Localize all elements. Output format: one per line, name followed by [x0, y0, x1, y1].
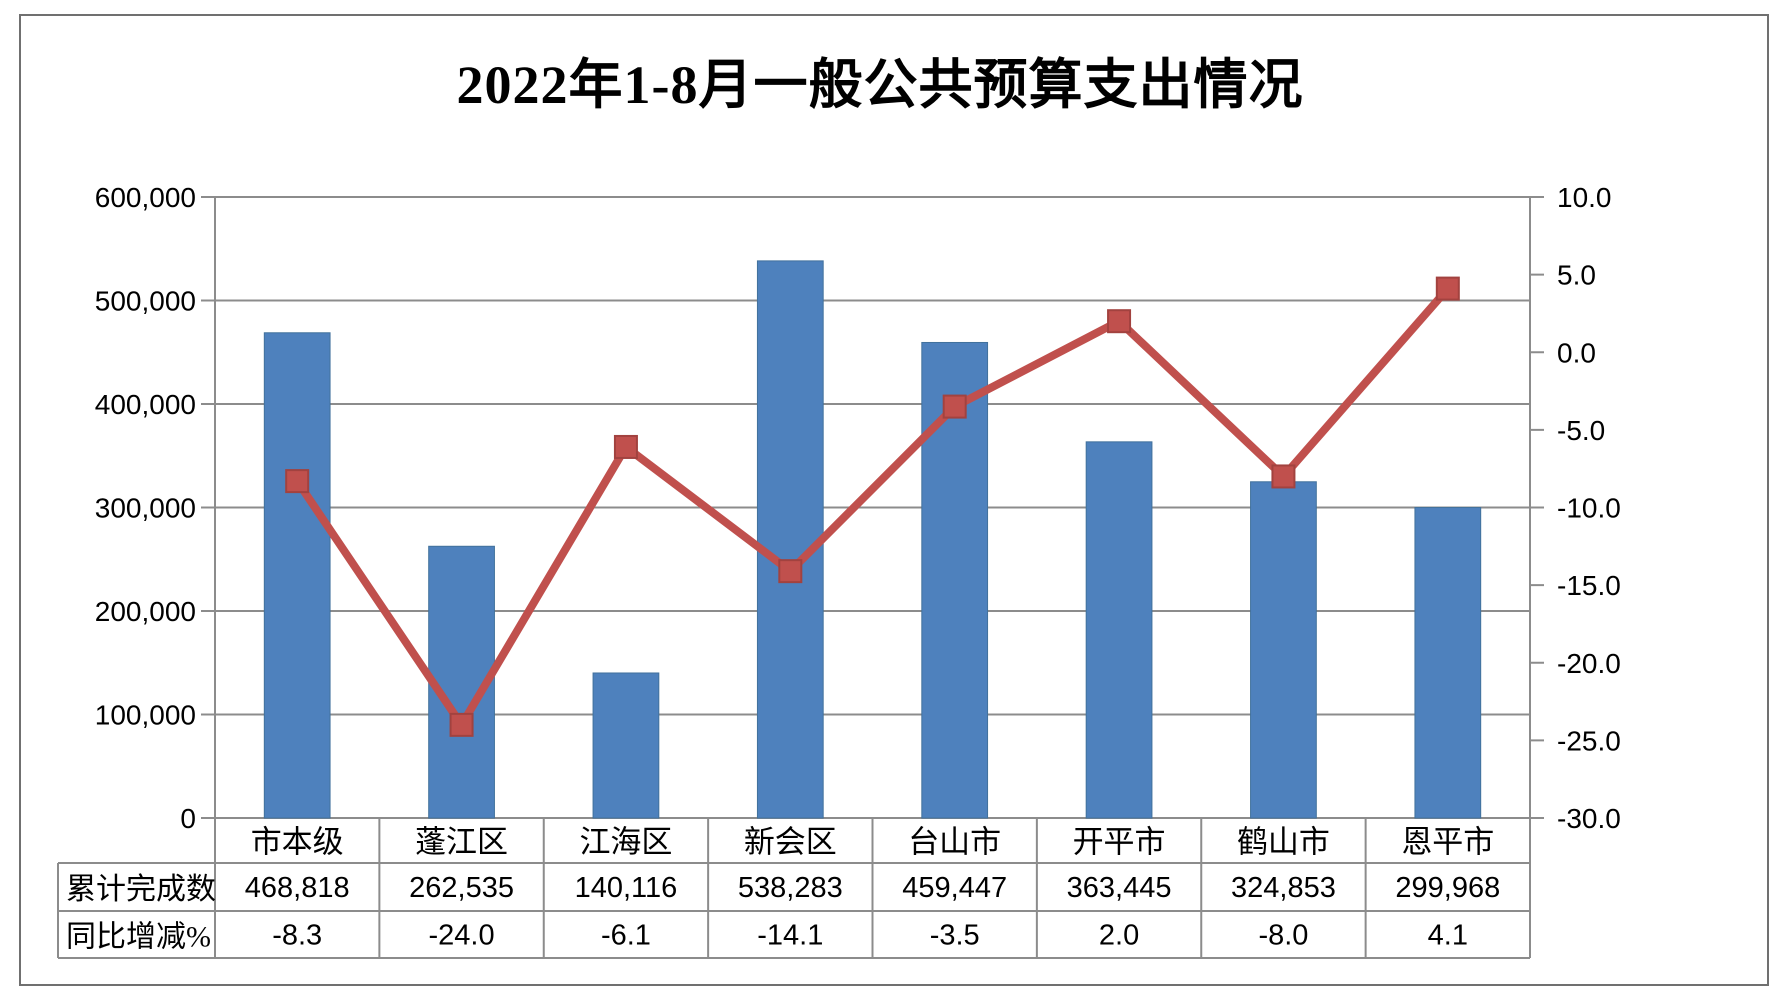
category-label: 市本级: [251, 825, 344, 860]
bar: [1414, 507, 1482, 819]
right-axis-tick-label: -25.0: [1557, 725, 1621, 756]
table-cell-value: 324,853: [1231, 872, 1336, 904]
category-label: 蓬江区: [415, 825, 508, 860]
table-cell-value: 4.1: [1428, 920, 1468, 952]
line-marker: [613, 434, 638, 459]
table-cell-value: 262,535: [409, 872, 514, 904]
right-axis-tick-label: -15.0: [1557, 570, 1621, 601]
line-marker: [285, 469, 310, 494]
left-axis-tick-label: 100,000: [95, 700, 196, 731]
category-label: 恩平市: [1401, 825, 1494, 860]
bar: [1085, 441, 1153, 819]
table-cell-value: -3.5: [930, 920, 980, 952]
table-row-label: 同比增减%: [66, 921, 211, 954]
category-label: 新会区: [744, 825, 837, 860]
table-cell-value: -24.0: [429, 920, 495, 952]
right-axis-tick-label: -30.0: [1557, 803, 1621, 834]
line-marker: [1107, 309, 1132, 334]
line-marker: [942, 394, 967, 419]
left-axis-tick-label: 600,000: [95, 182, 196, 213]
line-marker: [1271, 464, 1296, 489]
table-cell-value: 468,818: [245, 872, 350, 904]
table-cell-value: 459,447: [902, 872, 1007, 904]
table-cell-value: 538,283: [738, 872, 843, 904]
bar: [592, 672, 660, 819]
table-cell-value: 299,968: [1395, 872, 1500, 904]
chart-title: 2022年1-8月一般公共预算支出情况: [456, 55, 1304, 115]
left-axis-tick-label: 400,000: [95, 389, 196, 420]
line-marker: [778, 559, 803, 584]
right-axis-tick-label: -20.0: [1557, 648, 1621, 679]
left-axis-tick-label: 300,000: [95, 493, 196, 524]
table-row-label: 累计完成数: [66, 873, 216, 906]
bar: [263, 332, 331, 819]
table-cell-value: 140,116: [575, 872, 678, 904]
right-axis-tick-label: -5.0: [1557, 415, 1605, 446]
trend-line: [293, 285, 1451, 729]
table-cell-value: -8.0: [1258, 920, 1308, 952]
left-axis-tick-label: 0: [180, 803, 196, 834]
table-cell-value: -8.3: [272, 920, 322, 952]
table-cell-value: 2.0: [1099, 920, 1139, 952]
line-marker: [449, 712, 474, 737]
right-axis-tick-label: 10.0: [1557, 182, 1612, 213]
category-label: 台山市: [908, 825, 1001, 860]
line-marker: [1435, 276, 1460, 301]
category-label: 鹤山市: [1237, 825, 1330, 860]
bar: [756, 260, 824, 819]
left-axis-tick-label: 500,000: [95, 286, 196, 317]
table-cell-value: -6.1: [601, 920, 651, 952]
table-cell-value: -14.1: [757, 920, 823, 952]
bar: [921, 341, 989, 819]
category-label: 江海区: [579, 825, 672, 860]
left-axis-tick-label: 200,000: [95, 596, 196, 627]
right-axis-tick-label: 5.0: [1557, 260, 1596, 291]
right-axis-tick-label: 0.0: [1557, 337, 1596, 368]
category-label: 开平市: [1073, 825, 1166, 860]
table-cell-value: 363,445: [1067, 872, 1172, 904]
bar: [1250, 481, 1317, 819]
right-axis-tick-label: -10.0: [1557, 493, 1621, 524]
